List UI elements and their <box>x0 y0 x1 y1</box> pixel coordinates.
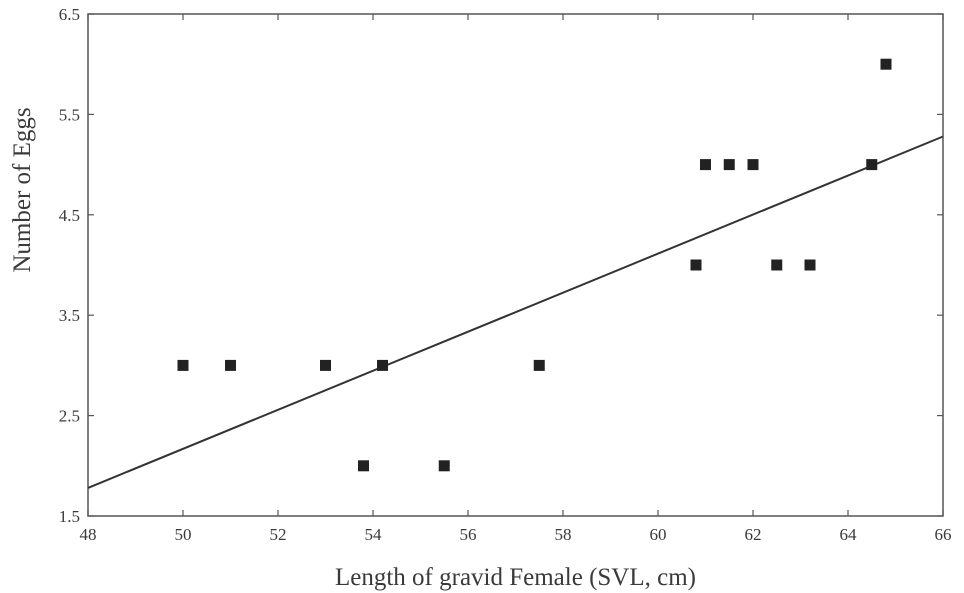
x-tick-label: 62 <box>745 525 762 544</box>
x-tick-label: 60 <box>650 525 667 544</box>
data-point <box>438 460 450 472</box>
data-point <box>747 159 759 171</box>
y-tick-label: 1.5 <box>59 507 80 526</box>
x-tick-label: 48 <box>80 525 97 544</box>
y-tick-label: 2.5 <box>59 407 80 426</box>
data-point <box>723 159 735 171</box>
data-point <box>866 159 878 171</box>
x-tick-label: 54 <box>365 525 383 544</box>
x-tick-label: 66 <box>935 525 952 544</box>
plot-frame <box>87 13 944 517</box>
x-tick-label: 50 <box>175 525 192 544</box>
y-tick-label: 5.5 <box>59 105 80 124</box>
data-point <box>377 359 388 371</box>
data-point <box>804 259 816 271</box>
x-tick-label: 52 <box>270 525 287 544</box>
data-point <box>690 259 702 271</box>
y-tick-label: 3.5 <box>59 306 80 325</box>
data-point <box>880 58 892 70</box>
data-point <box>700 159 711 171</box>
data-point <box>358 460 369 472</box>
x-tick-label: 64 <box>840 525 858 544</box>
data-point <box>771 259 783 271</box>
data-point <box>320 359 331 371</box>
data-point <box>177 359 189 371</box>
x-tick-label: 56 <box>460 525 477 544</box>
data-point <box>533 359 545 371</box>
y-tick-label: 4.5 <box>59 206 80 225</box>
data-point <box>225 359 236 371</box>
y-tick-label: 6.5 <box>59 5 80 24</box>
x-tick-label: 58 <box>555 525 572 544</box>
trend-line <box>87 135 944 489</box>
y-axis-title: Number of Eggs <box>9 107 36 272</box>
x-axis-title: Length of gravid Female (SVL, cm) <box>335 564 696 591</box>
